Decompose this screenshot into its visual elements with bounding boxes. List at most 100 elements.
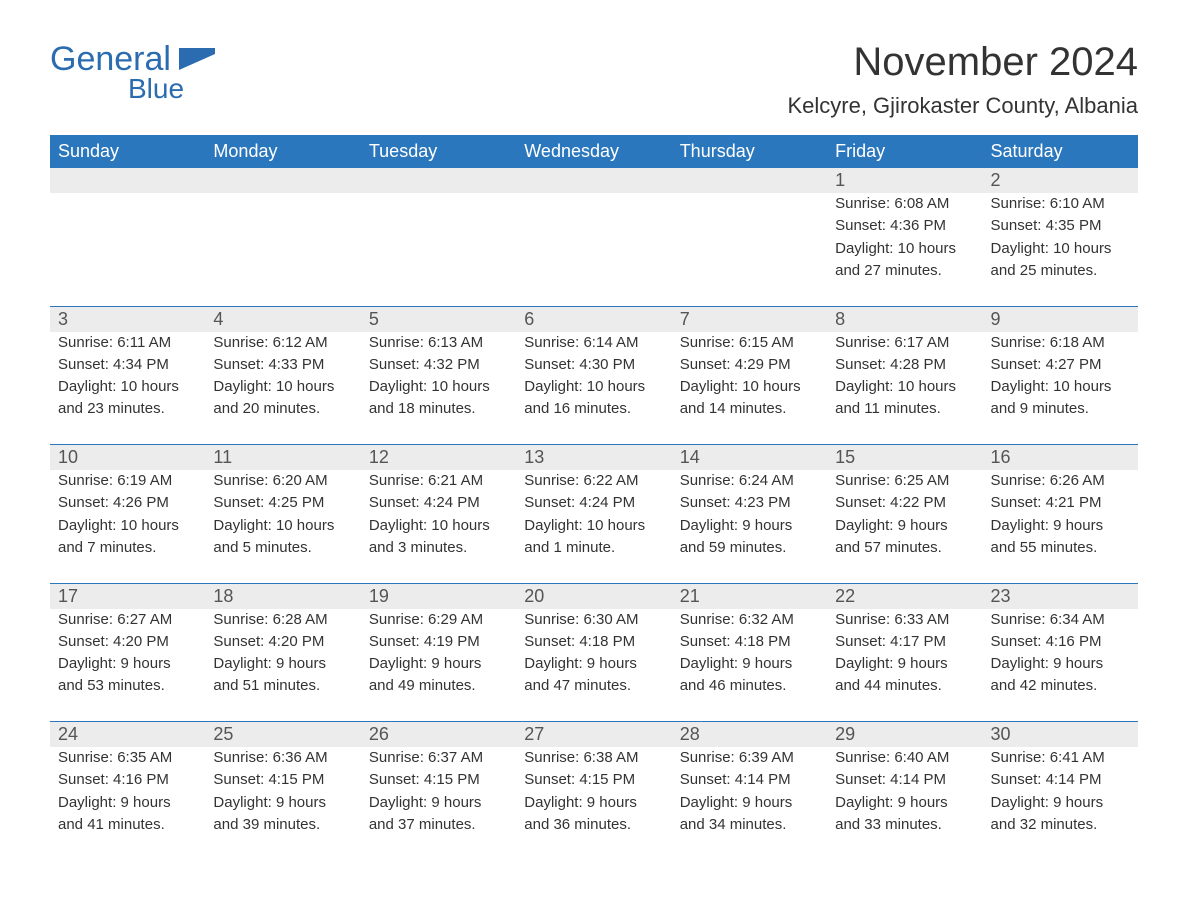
daylight-value-2: and 32 minutes. [991,816,1098,833]
sunset-cell: Sunset: 4:19 PM [361,631,516,653]
daylight-value-2: and 41 minutes. [58,816,165,833]
sunrise-value: 6:29 AM [428,611,483,628]
sunset-cell [361,215,516,237]
sunset-cell: Sunset: 4:23 PM [672,492,827,514]
sunset-row: Sunset: 4:34 PMSunset: 4:33 PMSunset: 4:… [50,354,1138,376]
sunset-value: 4:34 PM [113,356,169,373]
daynum-cell: 12 [361,445,516,470]
sunrise-label: Sunrise: [680,334,739,351]
sunset-cell: Sunset: 4:15 PM [205,769,360,791]
daynum-cell: 17 [50,584,205,609]
daylight-row-2: and 7 minutes. and 5 minutes.and 3 minute… [50,537,1138,559]
daynum-row: 24252627282930 [50,722,1138,747]
daynum-row: 17181920212223 [50,584,1138,609]
sunrise-cell: Sunrise: 6:37 AM [361,747,516,769]
daylight-value-1: 10 hours [121,378,179,395]
daylight-cell-2: and 5 minutes. [205,537,360,559]
daylight-label: Daylight: [213,655,276,672]
sunrise-cell: Sunrise: 6:15 AM [672,332,827,354]
logo-text-blue: Blue [128,73,215,105]
sunrise-value: 6:35 AM [117,749,172,766]
sunset-cell: Sunset: 4:36 PM [827,215,982,237]
daylight-label: Daylight: [58,655,121,672]
daylight-cell-2: and 3 minutes. [361,537,516,559]
dow-header-cell: Thursday [672,135,827,168]
sunrise-value: 6:30 AM [583,611,638,628]
sunset-cell: Sunset: 4:20 PM [50,631,205,653]
sunset-cell [50,215,205,237]
sunrise-value: 6:22 AM [583,472,638,489]
daylight-cell-1: Daylight: 9 hours [50,653,205,675]
daylight-cell-1: Daylight: 9 hours [672,792,827,814]
sunset-label: Sunset: [369,356,424,373]
daylight-cell-2: and 7 minutes. [50,537,205,559]
daylight-label: Daylight: [680,517,743,534]
sunrise-label: Sunrise: [58,334,117,351]
sunrise-value: 6:08 AM [894,195,949,212]
sunset-label: Sunset: [680,633,735,650]
daylight-cell-1: Daylight: 10 hours [205,376,360,398]
sunrise-value: 6:19 AM [117,472,172,489]
daylight-label: Daylight: [680,794,743,811]
sunset-label: Sunset: [991,771,1046,788]
daylight-cell-2: and 59 minutes. [672,537,827,559]
daynum-cell: 13 [516,445,671,470]
sunset-cell: Sunset: 4:27 PM [983,354,1138,376]
sunset-row: Sunset: 4:20 PMSunset: 4:20 PMSunset: 4:… [50,631,1138,653]
sunset-cell: Sunset: 4:25 PM [205,492,360,514]
daylight-value-2: and 14 minutes. [680,400,787,417]
sunrise-row: Sunrise: 6:11 AMSunrise: 6:12 AMSunrise:… [50,332,1138,354]
sunset-label: Sunset: [369,771,424,788]
sunrise-row: Sunrise: 6:27 AMSunrise: 6:28 AMSunrise:… [50,609,1138,631]
sunrise-cell [205,193,360,215]
daylight-cell-1: Daylight: 9 hours [827,792,982,814]
daynum-cell: 21 [672,584,827,609]
daylight-cell-2 [672,260,827,282]
daylight-value-1: 9 hours [742,655,792,672]
sunset-value: 4:23 PM [735,494,791,511]
daylight-cell-1: Daylight: 9 hours [827,653,982,675]
daylight-cell-1 [516,238,671,260]
sunset-value: 4:15 PM [579,771,635,788]
daynum-cell: 18 [205,584,360,609]
sunset-cell: Sunset: 4:30 PM [516,354,671,376]
sunrise-cell: Sunrise: 6:28 AM [205,609,360,631]
sunset-cell: Sunset: 4:14 PM [672,769,827,791]
sunset-row: Sunset: 4:16 PMSunset: 4:15 PMSunset: 4:… [50,769,1138,791]
daynum-cell [516,168,671,193]
daylight-cell-2: and 41 minutes. [50,814,205,836]
sunrise-cell: Sunrise: 6:25 AM [827,470,982,492]
daynum-cell: 24 [50,722,205,747]
daynum-cell [361,168,516,193]
sunrise-label: Sunrise: [680,749,739,766]
daylight-value-1: 9 hours [121,655,171,672]
location: Kelcyre, Gjirokaster County, Albania [787,93,1138,119]
daylight-cell-2: and 9 minutes. [983,398,1138,420]
sunset-cell: Sunset: 4:20 PM [205,631,360,653]
sunset-cell: Sunset: 4:18 PM [672,631,827,653]
daynum-cell: 23 [983,584,1138,609]
sunrise-value: 6:41 AM [1050,749,1105,766]
daylight-cell-2: and 20 minutes. [205,398,360,420]
sunset-cell: Sunset: 4:16 PM [983,631,1138,653]
sunset-cell: Sunset: 4:26 PM [50,492,205,514]
sunset-value: 4:15 PM [424,771,480,788]
daynum-cell: 11 [205,445,360,470]
sunrise-value: 6:26 AM [1050,472,1105,489]
sunrise-cell [516,193,671,215]
sunrise-value: 6:28 AM [273,611,328,628]
daylight-cell-2: and 57 minutes. [827,537,982,559]
daylight-value-1: 10 hours [431,378,489,395]
daynum-cell: 22 [827,584,982,609]
daylight-cell-1: Daylight: 9 hours [983,792,1138,814]
daylight-value-1: 9 hours [1053,794,1103,811]
daylight-label: Daylight: [58,517,121,534]
sunrise-label: Sunrise: [835,334,894,351]
sunrise-cell: Sunrise: 6:29 AM [361,609,516,631]
daylight-value-1: 10 hours [276,517,334,534]
sunset-value: 4:18 PM [735,633,791,650]
daylight-cell-1 [672,238,827,260]
title-block: November 2024 Kelcyre, Gjirokaster Count… [787,40,1138,129]
daylight-value-2: and 7 minutes. [58,539,156,556]
sunrise-cell: Sunrise: 6:12 AM [205,332,360,354]
